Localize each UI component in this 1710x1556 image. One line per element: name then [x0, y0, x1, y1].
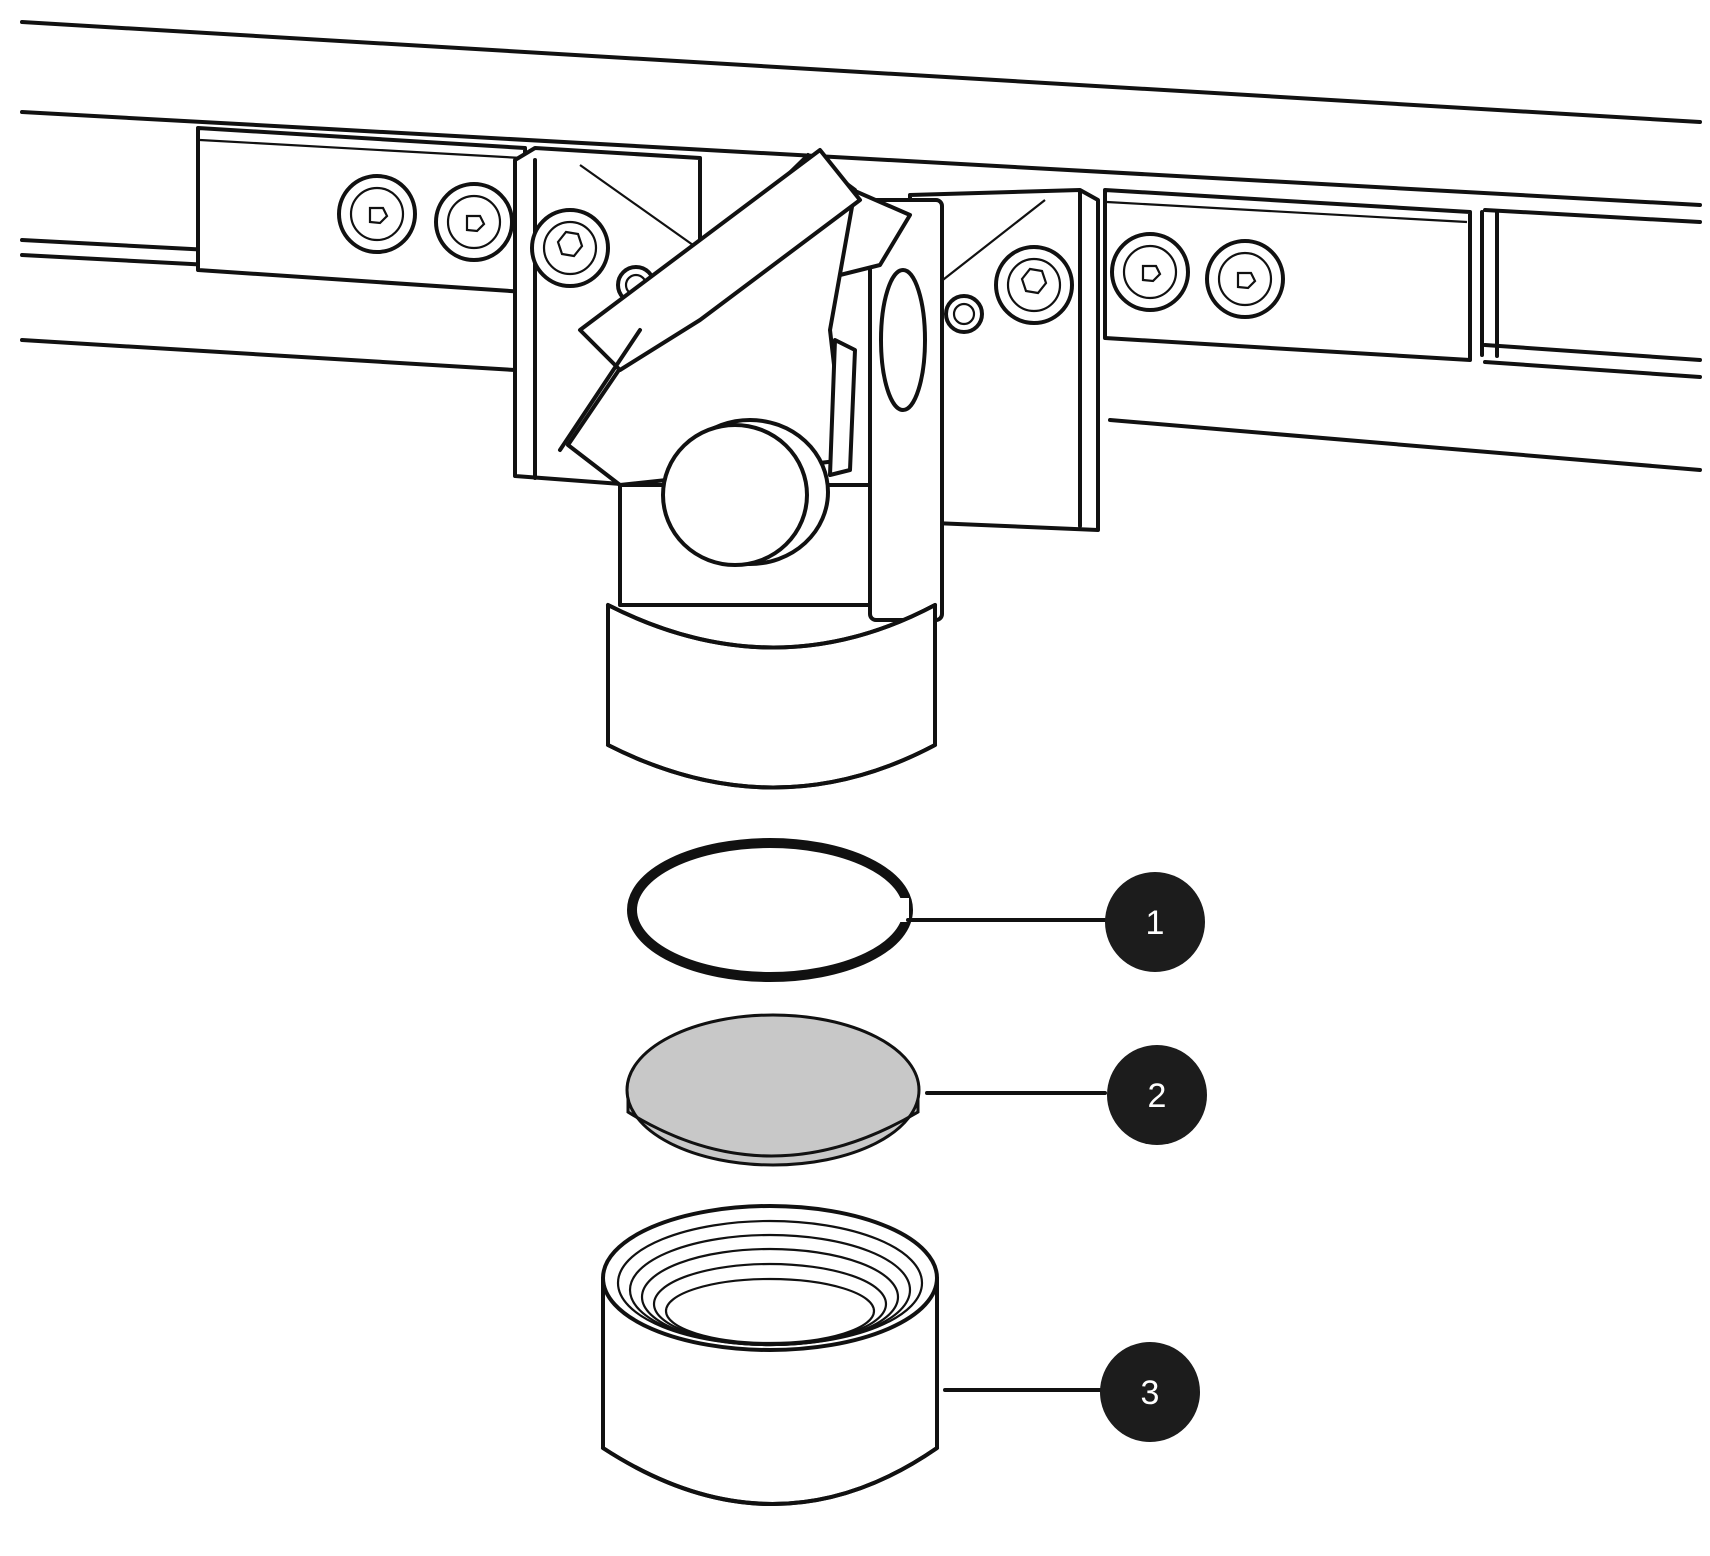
rail — [20, 20, 1702, 472]
head-body — [558, 148, 944, 622]
threaded-cap — [601, 1204, 939, 1506]
right-mount-plate — [1103, 188, 1472, 362]
callout-2: 2 — [1107, 1045, 1207, 1145]
lens — [625, 1013, 921, 1167]
callout-1-label: 1 — [1146, 904, 1165, 942]
callout-3-label: 3 — [1141, 1374, 1160, 1412]
o-ring — [627, 838, 913, 982]
threaded-nozzle — [606, 603, 937, 790]
adjustment-knob — [661, 418, 830, 567]
left-mount-plate — [196, 126, 527, 294]
right-bracket — [908, 188, 1100, 532]
callout-2-label: 2 — [1148, 1077, 1167, 1115]
callout-3: 3 — [1100, 1342, 1200, 1442]
callout-1: 1 — [1105, 872, 1205, 972]
